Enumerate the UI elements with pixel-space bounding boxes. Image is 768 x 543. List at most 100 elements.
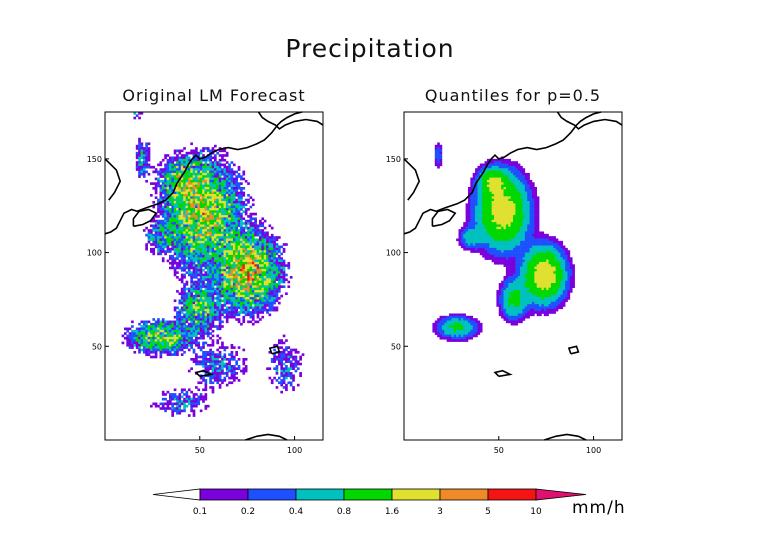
precip-cell bbox=[166, 215, 170, 218]
precip-cell bbox=[197, 243, 201, 246]
precip-cell bbox=[218, 297, 222, 300]
precip-cell bbox=[173, 231, 177, 235]
precip-cell bbox=[206, 297, 210, 300]
precip-cell bbox=[159, 205, 163, 209]
precip-cell bbox=[195, 280, 198, 284]
precip-cell bbox=[209, 217, 212, 221]
precip-cell bbox=[254, 280, 257, 284]
precip-cell bbox=[240, 198, 243, 202]
precip-cell bbox=[247, 236, 250, 239]
precip-cell bbox=[256, 264, 260, 267]
precip-cell bbox=[242, 278, 246, 281]
precip-cell bbox=[268, 299, 272, 303]
precip-cell bbox=[150, 329, 153, 333]
precip-cell bbox=[176, 238, 179, 242]
precip-cell bbox=[292, 386, 295, 389]
precip-cell bbox=[247, 313, 250, 317]
precip-cell bbox=[218, 231, 222, 235]
precip-cell bbox=[240, 226, 243, 230]
precip-cell bbox=[211, 233, 215, 237]
precip-cell bbox=[209, 367, 212, 371]
precip-cell bbox=[503, 179, 507, 183]
precip-cell bbox=[214, 308, 217, 312]
precip-cell bbox=[161, 182, 165, 185]
precip-cell bbox=[171, 182, 175, 185]
precip-cell bbox=[190, 151, 193, 155]
precip-cell bbox=[204, 266, 208, 270]
precip-cell bbox=[190, 404, 193, 408]
precip-cell bbox=[178, 313, 182, 317]
precip-cell bbox=[161, 346, 165, 349]
precip-cell bbox=[211, 280, 215, 284]
precip-cell bbox=[235, 283, 238, 286]
precip-cell bbox=[180, 261, 184, 265]
precip-cell bbox=[195, 325, 198, 328]
precip-cell bbox=[536, 229, 540, 232]
precip-cell bbox=[190, 297, 193, 300]
precip-cell bbox=[491, 165, 495, 169]
precip-cell bbox=[237, 215, 241, 218]
precip-cell bbox=[482, 215, 485, 218]
precip-cell bbox=[235, 318, 238, 321]
precip-cell bbox=[180, 334, 184, 338]
precip-cell bbox=[221, 266, 224, 270]
precip-cell bbox=[185, 259, 189, 263]
precip-cell bbox=[240, 290, 243, 293]
precip-cell bbox=[240, 186, 243, 190]
precip-cell bbox=[277, 245, 281, 249]
precip-cell bbox=[154, 350, 158, 354]
precip-cell bbox=[470, 189, 474, 192]
precip-cell bbox=[237, 186, 241, 190]
precip-cell bbox=[517, 196, 521, 199]
precip-cell bbox=[244, 259, 248, 263]
precip-cell bbox=[206, 226, 210, 230]
precip-cell bbox=[190, 203, 193, 207]
precip-cell bbox=[501, 182, 504, 185]
precip-cell bbox=[157, 320, 160, 324]
precip-cell bbox=[218, 313, 222, 317]
precip-cell bbox=[197, 388, 201, 392]
precip-cell bbox=[251, 313, 255, 317]
precip-cell bbox=[543, 238, 547, 242]
precip-cell bbox=[197, 203, 201, 207]
precip-cell bbox=[510, 182, 514, 185]
precip-cell bbox=[235, 247, 238, 251]
precip-cell bbox=[192, 334, 196, 338]
precip-cell bbox=[232, 369, 236, 373]
precip-cell bbox=[221, 276, 224, 279]
precip-cell bbox=[171, 224, 175, 228]
precip-cell bbox=[242, 257, 246, 260]
precip-cell bbox=[204, 386, 208, 389]
precip-cell bbox=[472, 201, 476, 204]
precip-cell bbox=[145, 334, 148, 338]
precip-cell bbox=[214, 271, 217, 274]
precip-cell bbox=[199, 250, 203, 253]
precip-cell bbox=[486, 168, 490, 171]
precip-cell bbox=[529, 231, 533, 235]
precip-cell bbox=[294, 362, 298, 366]
precip-cell bbox=[202, 311, 205, 314]
precip-cell bbox=[268, 376, 272, 380]
precip-cell bbox=[221, 362, 224, 366]
precip-cell bbox=[187, 318, 191, 321]
precip-cell bbox=[235, 294, 238, 298]
precip-cell bbox=[173, 245, 177, 249]
precip-cell bbox=[225, 165, 229, 169]
precip-cell bbox=[489, 177, 492, 181]
precip-cell bbox=[190, 409, 193, 413]
precip-cell bbox=[168, 400, 172, 403]
precip-cell bbox=[206, 273, 210, 277]
precip-cell bbox=[197, 283, 201, 286]
precip-cell bbox=[216, 271, 220, 274]
precip-cell bbox=[221, 186, 224, 190]
precip-cell bbox=[289, 360, 293, 363]
precip-cell bbox=[157, 404, 160, 408]
precip-cell bbox=[161, 212, 165, 216]
precip-cell bbox=[204, 222, 208, 225]
precip-cell bbox=[240, 203, 243, 207]
precip-cell bbox=[202, 261, 205, 265]
precip-cell bbox=[221, 238, 224, 242]
precip-cell bbox=[150, 339, 153, 342]
precip-cell bbox=[254, 271, 257, 274]
precip-cell bbox=[247, 243, 250, 246]
